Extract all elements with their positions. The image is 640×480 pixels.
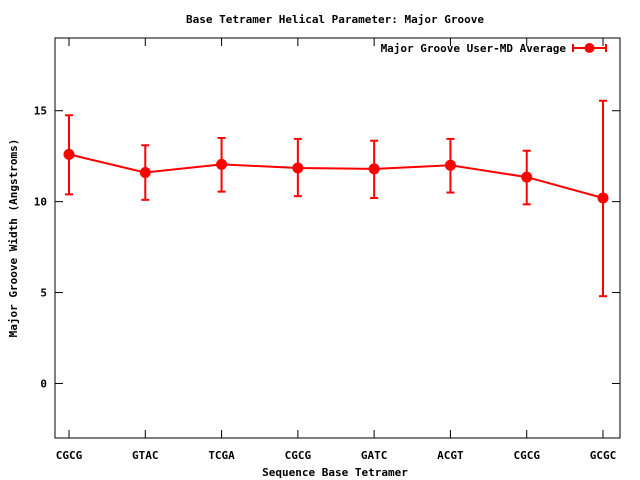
- data-point: [139, 167, 151, 179]
- y-tick-label: 0: [40, 377, 47, 390]
- x-tick-label: CGCG: [513, 449, 540, 462]
- data-point: [521, 171, 533, 183]
- plot-frame: [54, 37, 621, 439]
- x-tick-label: TCGA: [208, 449, 235, 462]
- x-tick-label: GCGC: [590, 449, 617, 462]
- series-line: [68, 153, 604, 199]
- data-point: [597, 192, 609, 204]
- y-tick-label: 15: [34, 105, 47, 118]
- y-tick-label: 10: [34, 196, 47, 209]
- x-tick-label: GTAC: [132, 449, 159, 462]
- x-tick-label: CGCG: [56, 449, 83, 462]
- data-point: [444, 159, 456, 171]
- legend: Major Groove User-MD Average: [381, 42, 607, 55]
- data-point: [63, 148, 75, 160]
- data-point: [216, 158, 228, 170]
- legend-marker: [584, 43, 595, 53]
- y-tick-label: 5: [40, 287, 47, 300]
- x-axis-label: Sequence Base Tetramer: [262, 466, 408, 479]
- data-point: [368, 163, 380, 175]
- data-point: [292, 162, 304, 174]
- x-tick-label: CGCG: [285, 449, 312, 462]
- y-axis-label: Major Groove Width (Angstroms): [7, 139, 20, 338]
- x-tick-label: ACGT: [437, 449, 464, 462]
- chart-title: Base Tetramer Helical Parameter: Major G…: [186, 13, 484, 26]
- legend-label: Major Groove User-MD Average: [381, 42, 567, 55]
- x-tick-label: GATC: [361, 449, 388, 462]
